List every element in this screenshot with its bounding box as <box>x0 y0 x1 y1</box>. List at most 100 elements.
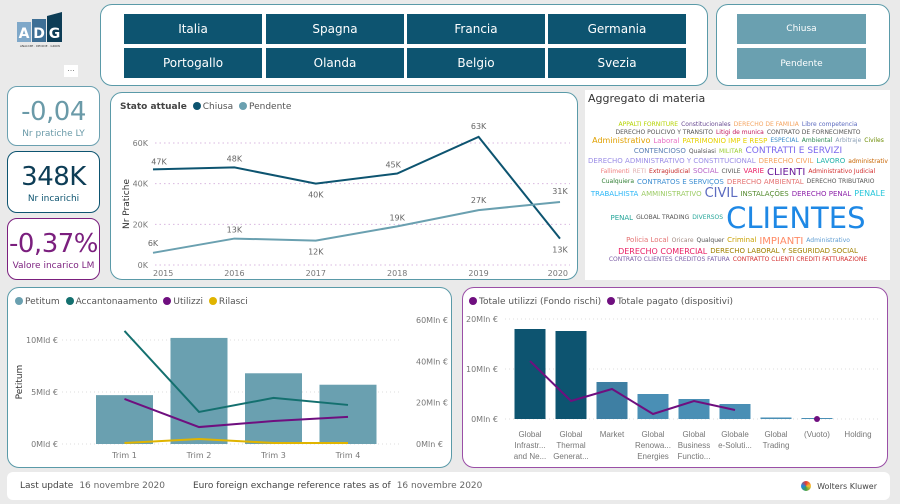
wordcloud-word[interactable]: Fallimenti <box>600 167 630 175</box>
wordcloud-word[interactable]: LAVORO <box>816 156 846 165</box>
wordcloud-word[interactable]: Oricare <box>671 236 694 244</box>
wordcloud-word[interactable]: PENALE <box>854 189 886 199</box>
country-button-italia[interactable]: Italia <box>123 13 263 45</box>
wordcloud-word[interactable]: Policia Local <box>626 236 669 245</box>
wordcloud-word[interactable]: Administrativo <box>806 236 850 244</box>
wordcloud-word[interactable]: CIVIL <box>704 186 738 202</box>
country-button-spagna[interactable]: Spagna <box>265 13 405 45</box>
svg-text:D: D <box>33 26 45 42</box>
wordcloud-word[interactable]: DERECHO TRIBUTARIO <box>806 178 875 186</box>
wordcloud-word[interactable]: CONTRATOS E SERVIÇOS <box>637 177 724 186</box>
legend-petitum[interactable]: Petitum <box>25 297 60 307</box>
last-update-value: 16 novembre 2020 <box>79 481 165 491</box>
country-button-portogallo[interactable]: Portogallo <box>123 47 263 79</box>
wordcloud-word[interactable]: GLOBAL TRADING <box>636 214 690 222</box>
wordcloud-word[interactable]: Ambiental <box>801 137 833 145</box>
wordcloud-word[interactable]: DERECHO LABORAL Y SEGURIDAD SOCIAL <box>710 247 858 256</box>
wordcloud-word[interactable]: SOCIAL <box>692 167 719 176</box>
wordcloud-word[interactable]: PATRIMONIO IMP E RESP <box>682 136 768 145</box>
status-chiusa-button[interactable]: Chiusa <box>737 14 866 44</box>
wordcloud-word[interactable]: Constitucionales <box>681 121 731 129</box>
data-label: 19K <box>389 213 405 222</box>
wordcloud-word[interactable]: Criminal <box>727 236 757 245</box>
wordcloud-word[interactable]: IMPIANTI <box>759 235 804 247</box>
wordcloud-word[interactable]: DERECHO DE FAMILIA <box>733 121 799 129</box>
wordcloud-word[interactable]: INSTALAÇÕES <box>740 189 789 198</box>
y-tick-label: 20K <box>133 220 149 229</box>
line-chart-panel <box>110 92 578 280</box>
kpi-label: Nr incarichi <box>27 194 80 204</box>
wordcloud-word[interactable]: Qualsiasi <box>688 147 716 155</box>
country-button-olanda[interactable]: Olanda <box>265 47 405 79</box>
wordcloud-word[interactable]: CONTRATTO CLIENTI CREDITI FATTURAZIONE <box>732 256 868 264</box>
data-label: 12K <box>308 248 324 257</box>
x-tick-label: 2016 <box>224 269 244 278</box>
wordcloud-word[interactable]: MILITAR <box>718 147 743 155</box>
legend-chiusa[interactable]: Chiusa <box>202 102 234 112</box>
wordcloud-word[interactable]: Arbitraje <box>835 137 862 145</box>
legend-rilasci[interactable]: Rilasci <box>218 297 248 307</box>
wordcloud-word[interactable]: DERECHO POLICIVO Y TRANSITO <box>615 128 713 136</box>
svg-text:ANALYZE · DECIDE · GROW: ANALYZE · DECIDE · GROW <box>20 44 60 48</box>
wordcloud-word[interactable]: VARIE <box>743 167 764 176</box>
wordcloud-word[interactable]: TRABALHISTA <box>590 189 639 198</box>
wordcloud-word[interactable]: Litigi de munica <box>715 128 764 136</box>
wordcloud-word[interactable]: Qualquer <box>696 236 725 244</box>
kpi-valore-incarico-lm: -0,37% Valore incarico LM <box>7 218 100 280</box>
country-button-germania[interactable]: Germania <box>547 13 687 45</box>
status-pendente-button[interactable]: Pendente <box>737 48 866 79</box>
wordcloud-word[interactable]: CONTRATO CLIENTES CREDITOS FATURA <box>608 256 730 264</box>
x-tick-label: 2018 <box>387 269 407 278</box>
wordcloud-word[interactable]: Laboral <box>653 136 680 145</box>
wordcloud-word[interactable]: Civiles <box>864 137 884 145</box>
data-label: 31K <box>552 187 568 196</box>
wordcloud-word[interactable]: Cualquiera <box>601 178 634 186</box>
fondo-rischi-legend: Totale utilizzi (Fondo rischi) Totale pa… <box>466 297 733 307</box>
wordcloud-word[interactable]: Administrativo Judicial <box>808 167 876 175</box>
line-chart-legend: Stato attuale Chiusa Pendente <box>120 102 291 112</box>
wordcloud-word[interactable]: RETI <box>632 167 647 175</box>
x-tick-label: 2019 <box>468 269 488 278</box>
wordcloud-word[interactable]: PENAL <box>610 213 634 222</box>
wordcloud-word[interactable]: CONTRATTI E SERVIZI <box>745 146 843 157</box>
wordcloud-word[interactable]: DERECHO PENAL <box>791 189 852 198</box>
wordcloud-word[interactable]: CONTENCIOSO <box>633 147 686 156</box>
x-tick-label: 2020 <box>548 269 568 278</box>
legend-accantonamento[interactable]: Accantonaamento <box>75 297 158 307</box>
wordcloud-word[interactable]: Extragiudicial <box>649 167 690 175</box>
country-button-belgio[interactable]: Belgio <box>406 47 546 79</box>
svg-text:A: A <box>19 26 30 42</box>
wordcloud-word[interactable]: CONTRATO DE FORNECIMENTO <box>766 128 861 136</box>
legend-totale-utilizzi[interactable]: Totale utilizzi (Fondo rischi) <box>479 297 602 307</box>
legend-totale-pagato[interactable]: Totale pagato (dispositivi) <box>617 297 734 307</box>
wordcloud-word[interactable]: Libre competencia <box>801 121 858 129</box>
wordcloud-word[interactable]: DERECHO ADMINISTRATIVO Y CONSTITUCIONAL <box>588 156 756 165</box>
country-button-svezia[interactable]: Svezia <box>547 47 687 79</box>
wordcloud-title: Aggregato di materia <box>588 92 706 105</box>
y-tick-label: 60K <box>133 139 149 148</box>
wordcloud-word[interactable]: DERECHO COMERCIAL <box>618 246 708 256</box>
svg-text:G: G <box>49 26 61 42</box>
wordcloud-word[interactable]: CIVILE <box>721 167 741 175</box>
x-tick-label: 2015 <box>153 269 173 278</box>
wordcloud-word[interactable]: DERECHO AMBIENTAL <box>726 177 804 186</box>
more-options-button[interactable]: ... <box>64 65 78 77</box>
y-axis-title: Nr Pratiche <box>122 179 132 229</box>
wordcloud-word[interactable]: CLIENTI <box>767 166 806 178</box>
petitum-chart-panel <box>7 287 452 468</box>
wordcloud-word[interactable]: Administrativo <box>592 136 651 146</box>
wordcloud-word[interactable]: CLIENTES <box>726 200 866 235</box>
country-button-francia[interactable]: Francia <box>406 13 546 45</box>
wordcloud-word[interactable]: APPALTI FORNITURE <box>618 121 679 129</box>
wordcloud-word[interactable]: administrativ <box>848 157 888 165</box>
wordcloud-word[interactable]: DERECHO CIVIL <box>758 156 814 165</box>
data-label: 48K <box>227 154 243 163</box>
wordcloud-word[interactable]: ESPECIAL <box>770 137 799 145</box>
wordcloud-word[interactable]: AMMINISTRATIVO <box>641 189 702 198</box>
wordcloud-word[interactable]: DIVERSOS <box>692 214 724 222</box>
legend-pendente[interactable]: Pendente <box>248 102 292 112</box>
kpi-nr-incarichi: 348K Nr incarichi <box>7 151 100 213</box>
data-label: 6K <box>148 239 159 248</box>
legend-utilizzi[interactable]: Utilizzi <box>173 297 203 307</box>
